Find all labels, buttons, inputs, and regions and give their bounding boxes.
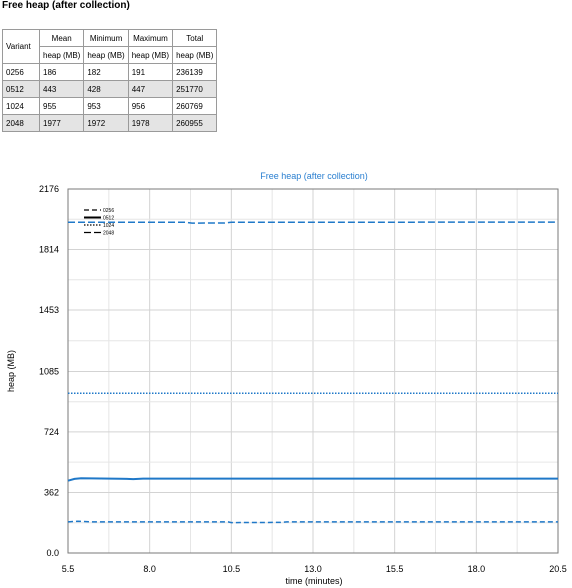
x-tick-label: 15.5: [386, 564, 404, 574]
table-subheader-total: heap (MB): [172, 46, 218, 64]
x-tick-label: 20.5: [549, 564, 567, 574]
chart-grid: [67, 188, 559, 554]
y-tick-label: 0.0: [46, 548, 59, 558]
chart-title: Free heap (after collection): [260, 171, 368, 181]
legend-label-1024: 1024: [103, 223, 114, 229]
x-tick-label: 8.0: [143, 564, 156, 574]
table-row: 0512 443 428 447 251770: [2, 80, 218, 98]
series-line-0256: [67, 520, 558, 524]
page-title: Free heap (after collection): [2, 0, 130, 11]
table-row: 2048 1977 1972 1978 260955: [2, 114, 218, 132]
table-header-variant: Variant: [2, 29, 40, 64]
x-tick-label: 10.5: [223, 564, 241, 574]
chart-series: [67, 221, 559, 524]
table-cell: 2048: [2, 114, 40, 132]
table-cell: 1972: [83, 114, 129, 132]
legend-label-0512: 0512: [103, 216, 114, 222]
y-tick-label: 362: [44, 487, 59, 497]
x-tick-label: 18.0: [468, 564, 486, 574]
legend-label-2048: 2048: [103, 231, 114, 237]
x-tick-label: 5.5: [62, 564, 75, 574]
table-cell: 260955: [172, 114, 218, 132]
x-axis-label: time (minutes): [285, 576, 342, 586]
chart-ticks: 5.5 8.0 10.5 13.0 15.5 18.0 20.5 0.0 362 724 1085 1…: [39, 184, 567, 574]
x-tick-label: 13.0: [304, 564, 322, 574]
table-row: 0256 186 182 191 236139: [2, 63, 218, 81]
y-tick-label: 2176: [39, 184, 59, 194]
stats-table: Variant Mean Minimum Maximum Total heap …: [2, 29, 218, 132]
table-cell: 1978: [127, 114, 174, 132]
y-axis-label: heap (MB): [6, 350, 16, 392]
table-cell: 447: [127, 80, 174, 98]
plot-area: [67, 188, 559, 554]
table-cell: 251770: [172, 80, 218, 98]
y-tick-label: 1814: [39, 245, 59, 255]
legend-label-0256: 0256: [103, 208, 114, 214]
y-tick-label: 1453: [39, 305, 59, 315]
series-line-0512: [67, 477, 558, 482]
table-subheader-row: heap (MB) heap (MB) heap (MB) heap (MB): [3, 46, 218, 64]
series-line-2048: [68, 221, 559, 224]
table-cell: 443: [38, 80, 85, 98]
y-tick-label: 1085: [39, 367, 59, 377]
y-tick-label: 724: [44, 427, 59, 437]
table-cell: 428: [83, 80, 129, 98]
table-cell: 1977: [38, 114, 85, 132]
